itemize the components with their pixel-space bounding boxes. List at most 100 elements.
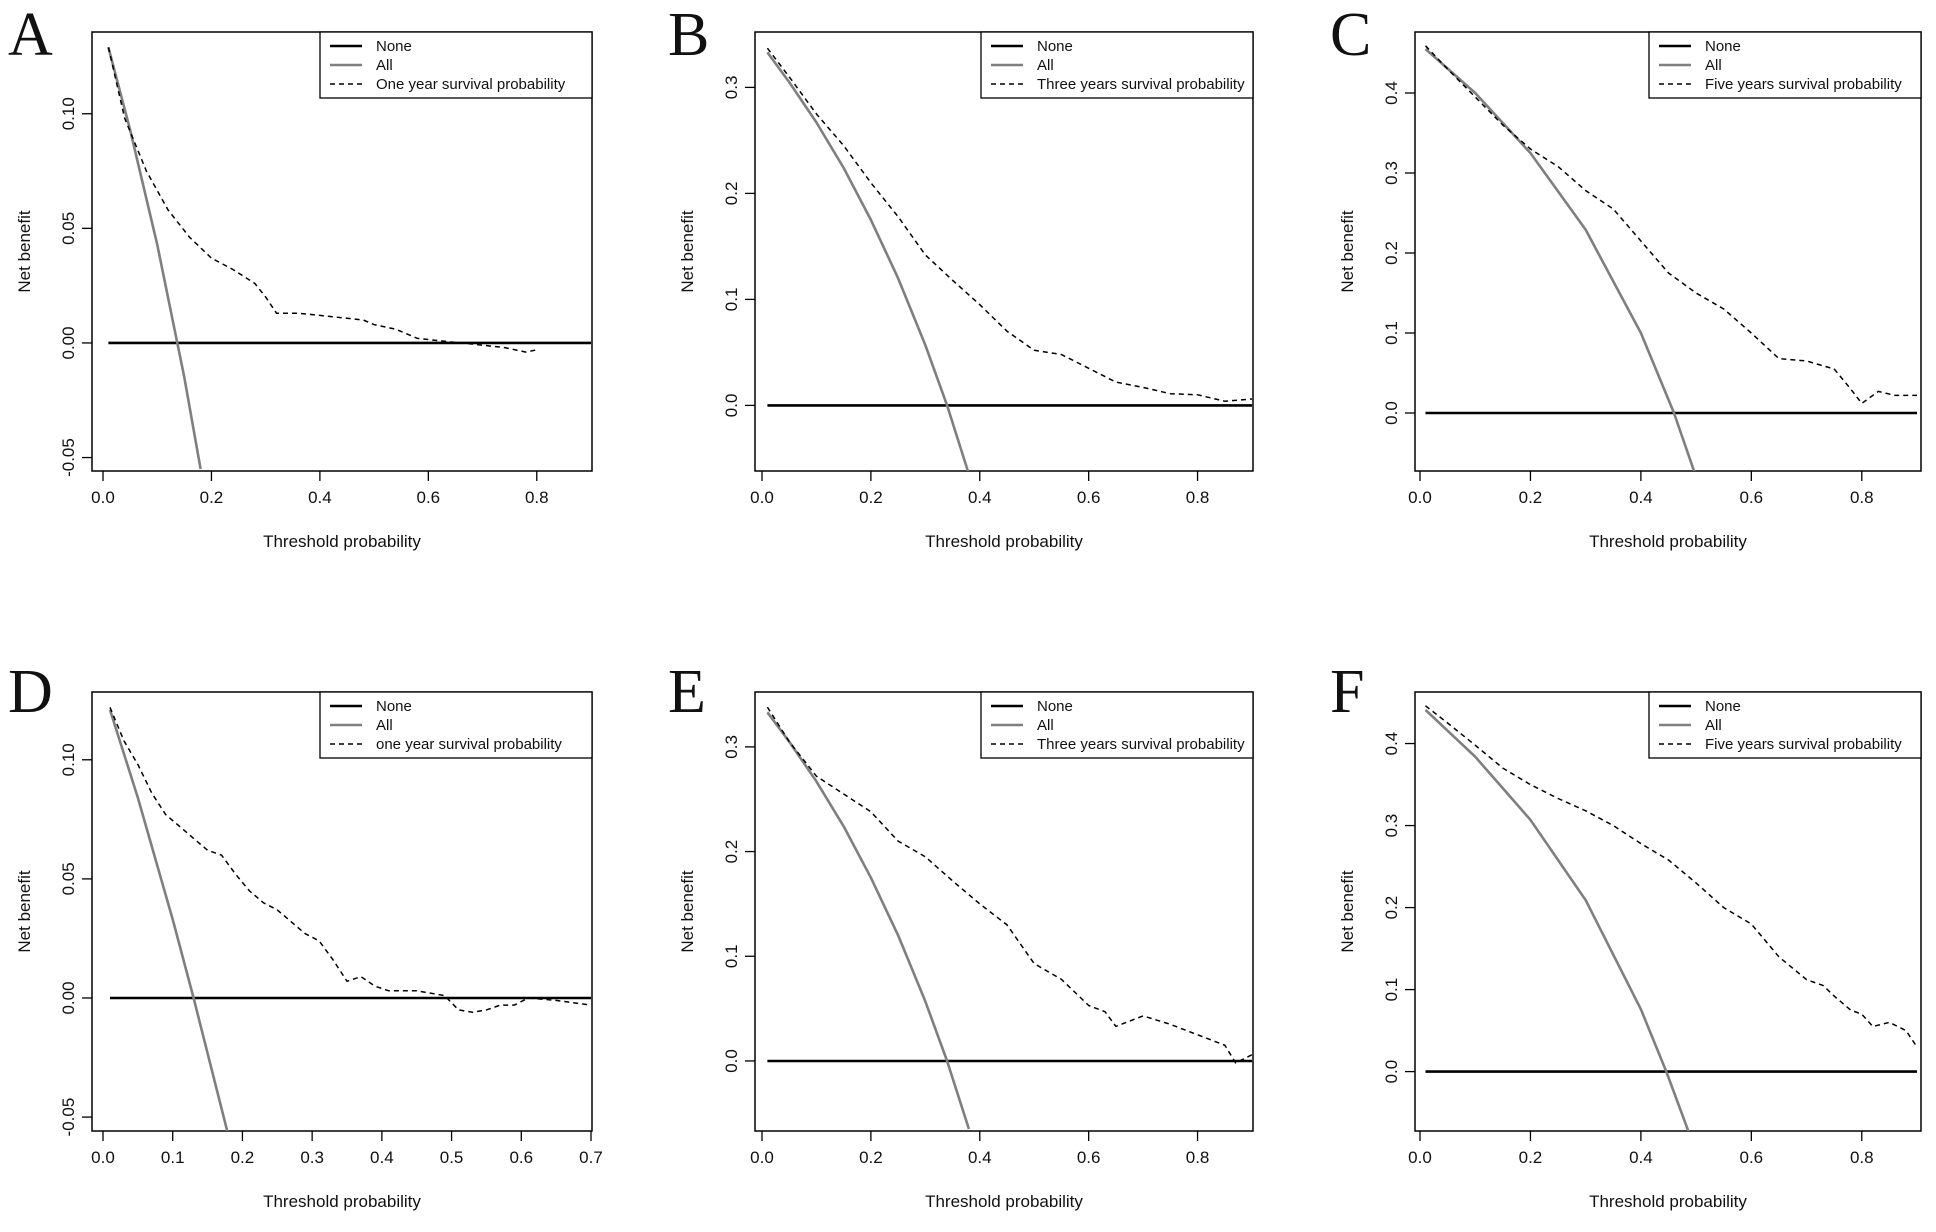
x-tick-label: 0.6 [509,1148,533,1167]
x-tick-label: 0.2 [1519,488,1543,507]
legend-box [1648,31,1922,99]
series-group [108,707,592,1131]
series-line-one-year-survival-probability [109,707,592,1014]
y-axis-label: Net benefit [15,870,34,952]
y-axis-label: Net benefit [1338,870,1357,952]
legend-label: None [1037,698,1073,715]
legend-label: None [1705,698,1741,715]
series-group [766,706,1253,1130]
panel-letter: A [8,1,53,69]
x-tick-label: 0.5 [440,1148,464,1167]
x-tick-label: 0.8 [1186,488,1210,507]
panel-letter: E [668,658,706,726]
x-tick-label: 0.0 [91,1148,115,1167]
legend-box [319,691,593,759]
y-tick-label: 0.1 [1382,978,1401,1002]
x-tick-label: 0.8 [1850,488,1874,507]
legend-label: Three years survival probability [1037,736,1245,753]
y-tick-label: 0.10 [59,97,78,130]
y-tick-label: 0.00 [59,981,78,1014]
legend-label: All [376,717,393,734]
y-tick-label: 0.00 [59,326,78,359]
y-tick-label: 0.3 [1382,161,1401,185]
x-axis-label: Threshold probability [263,1192,421,1211]
panel-b: B 0.0 0.2 0.4 0.6 0.8 0.0 0.1 0.2 0.3 Threshold pr… [668,1,1254,551]
y-tick-label: 0.1 [722,288,741,312]
series-group [1424,45,1917,471]
y-tick-label: -0.05 [59,1098,78,1137]
y-tick-label: 0.3 [722,76,741,100]
series-line-five-years-survival-probability [1424,45,1917,405]
legend-label: one year survival probability [376,736,562,753]
y-tick-label: 0.1 [1382,321,1401,345]
series-line-all [108,709,229,1131]
x-tick-label: 0.0 [1408,1148,1432,1167]
legend-label: Five years survival probability [1705,76,1902,93]
legend-label: All [1037,717,1054,734]
x-tick-label: 0.4 [968,488,992,507]
panel-d: D 0.0 0.1 0.2 0.3 0.4 0.5 0.6 0.7 -0.05 0.00 0.05 0.… [8,658,603,1211]
legend-label: All [1705,57,1722,74]
x-tick-label: 0.7 [579,1148,603,1167]
x-tick-label: 0.2 [1519,1148,1543,1167]
panel-c: C 0.0 0.2 0.4 0.6 0.8 0.0 0.1 0.2 0.3 0.4 Threshold… [1330,1,1922,551]
y-tick-label: 0.0 [722,1049,741,1073]
x-tick-label: 0.6 [417,488,441,507]
y-tick-label: -0.05 [59,438,78,477]
legend-box [1648,691,1922,759]
y-tick-label: 0.2 [722,182,741,206]
y-tick-label: 0.3 [1382,814,1401,838]
legend-label: None [1037,38,1073,55]
y-tick-label: 0.05 [59,212,78,245]
x-tick-label: 0.0 [91,488,115,507]
y-tick-label: 0.1 [722,944,741,968]
x-tick-label: 0.4 [968,1148,992,1167]
legend-label: None [376,698,412,715]
legend-box [980,31,1254,99]
series-line-all [766,711,971,1130]
series-line-three-years-survival-probability [766,706,1253,1064]
x-axis-label: Threshold probability [1589,1192,1747,1211]
x-tick-label: 0.2 [859,488,883,507]
series-line-all [766,51,970,471]
x-tick-label: 0.0 [1408,488,1432,507]
x-tick-label: 0.8 [1186,1148,1210,1167]
y-axis-label: Net benefit [15,210,34,292]
panel-letter: C [1330,1,1371,69]
x-tick-label: 0.0 [750,488,774,507]
y-tick-label: 0.2 [722,840,741,864]
x-tick-label: 0.6 [1077,488,1101,507]
panel-letter: D [8,658,53,726]
panel-letter: F [1330,658,1364,726]
y-tick-label: 0.0 [722,394,741,418]
legend-label: None [1705,38,1741,55]
x-axis-label: Threshold probability [263,532,421,551]
x-tick-label: 0.6 [1077,1148,1101,1167]
legend-box [319,31,593,99]
x-tick-label: 0.1 [161,1148,185,1167]
series-group [1424,705,1918,1131]
legend-label: One year survival probability [376,76,566,93]
x-tick-label: 0.8 [1850,1148,1874,1167]
x-axis-label: Threshold probability [925,532,1083,551]
x-tick-label: 0.4 [370,1148,394,1167]
series-line-all [1424,708,1690,1131]
y-tick-label: 0.10 [59,743,78,776]
legend-label: All [376,57,393,74]
legend-label: All [1037,57,1054,74]
legend-label: None [376,38,412,55]
x-axis-label: Threshold probability [1589,532,1747,551]
y-tick-label: 0.0 [1382,401,1401,425]
y-axis-label: Net benefit [678,870,697,952]
series-line-five-years-survival-probability [1425,705,1918,1048]
y-tick-label: 0.2 [1382,896,1401,920]
x-tick-label: 0.6 [1740,488,1764,507]
x-tick-label: 0.4 [308,488,332,507]
series-line-all [107,46,202,470]
x-tick-label: 0.6 [1740,1148,1764,1167]
panel-letter: B [668,1,709,69]
series-line-one-year-survival-probability [107,47,537,353]
x-tick-label: 0.4 [1629,488,1653,507]
x-tick-label: 0.2 [231,1148,255,1167]
